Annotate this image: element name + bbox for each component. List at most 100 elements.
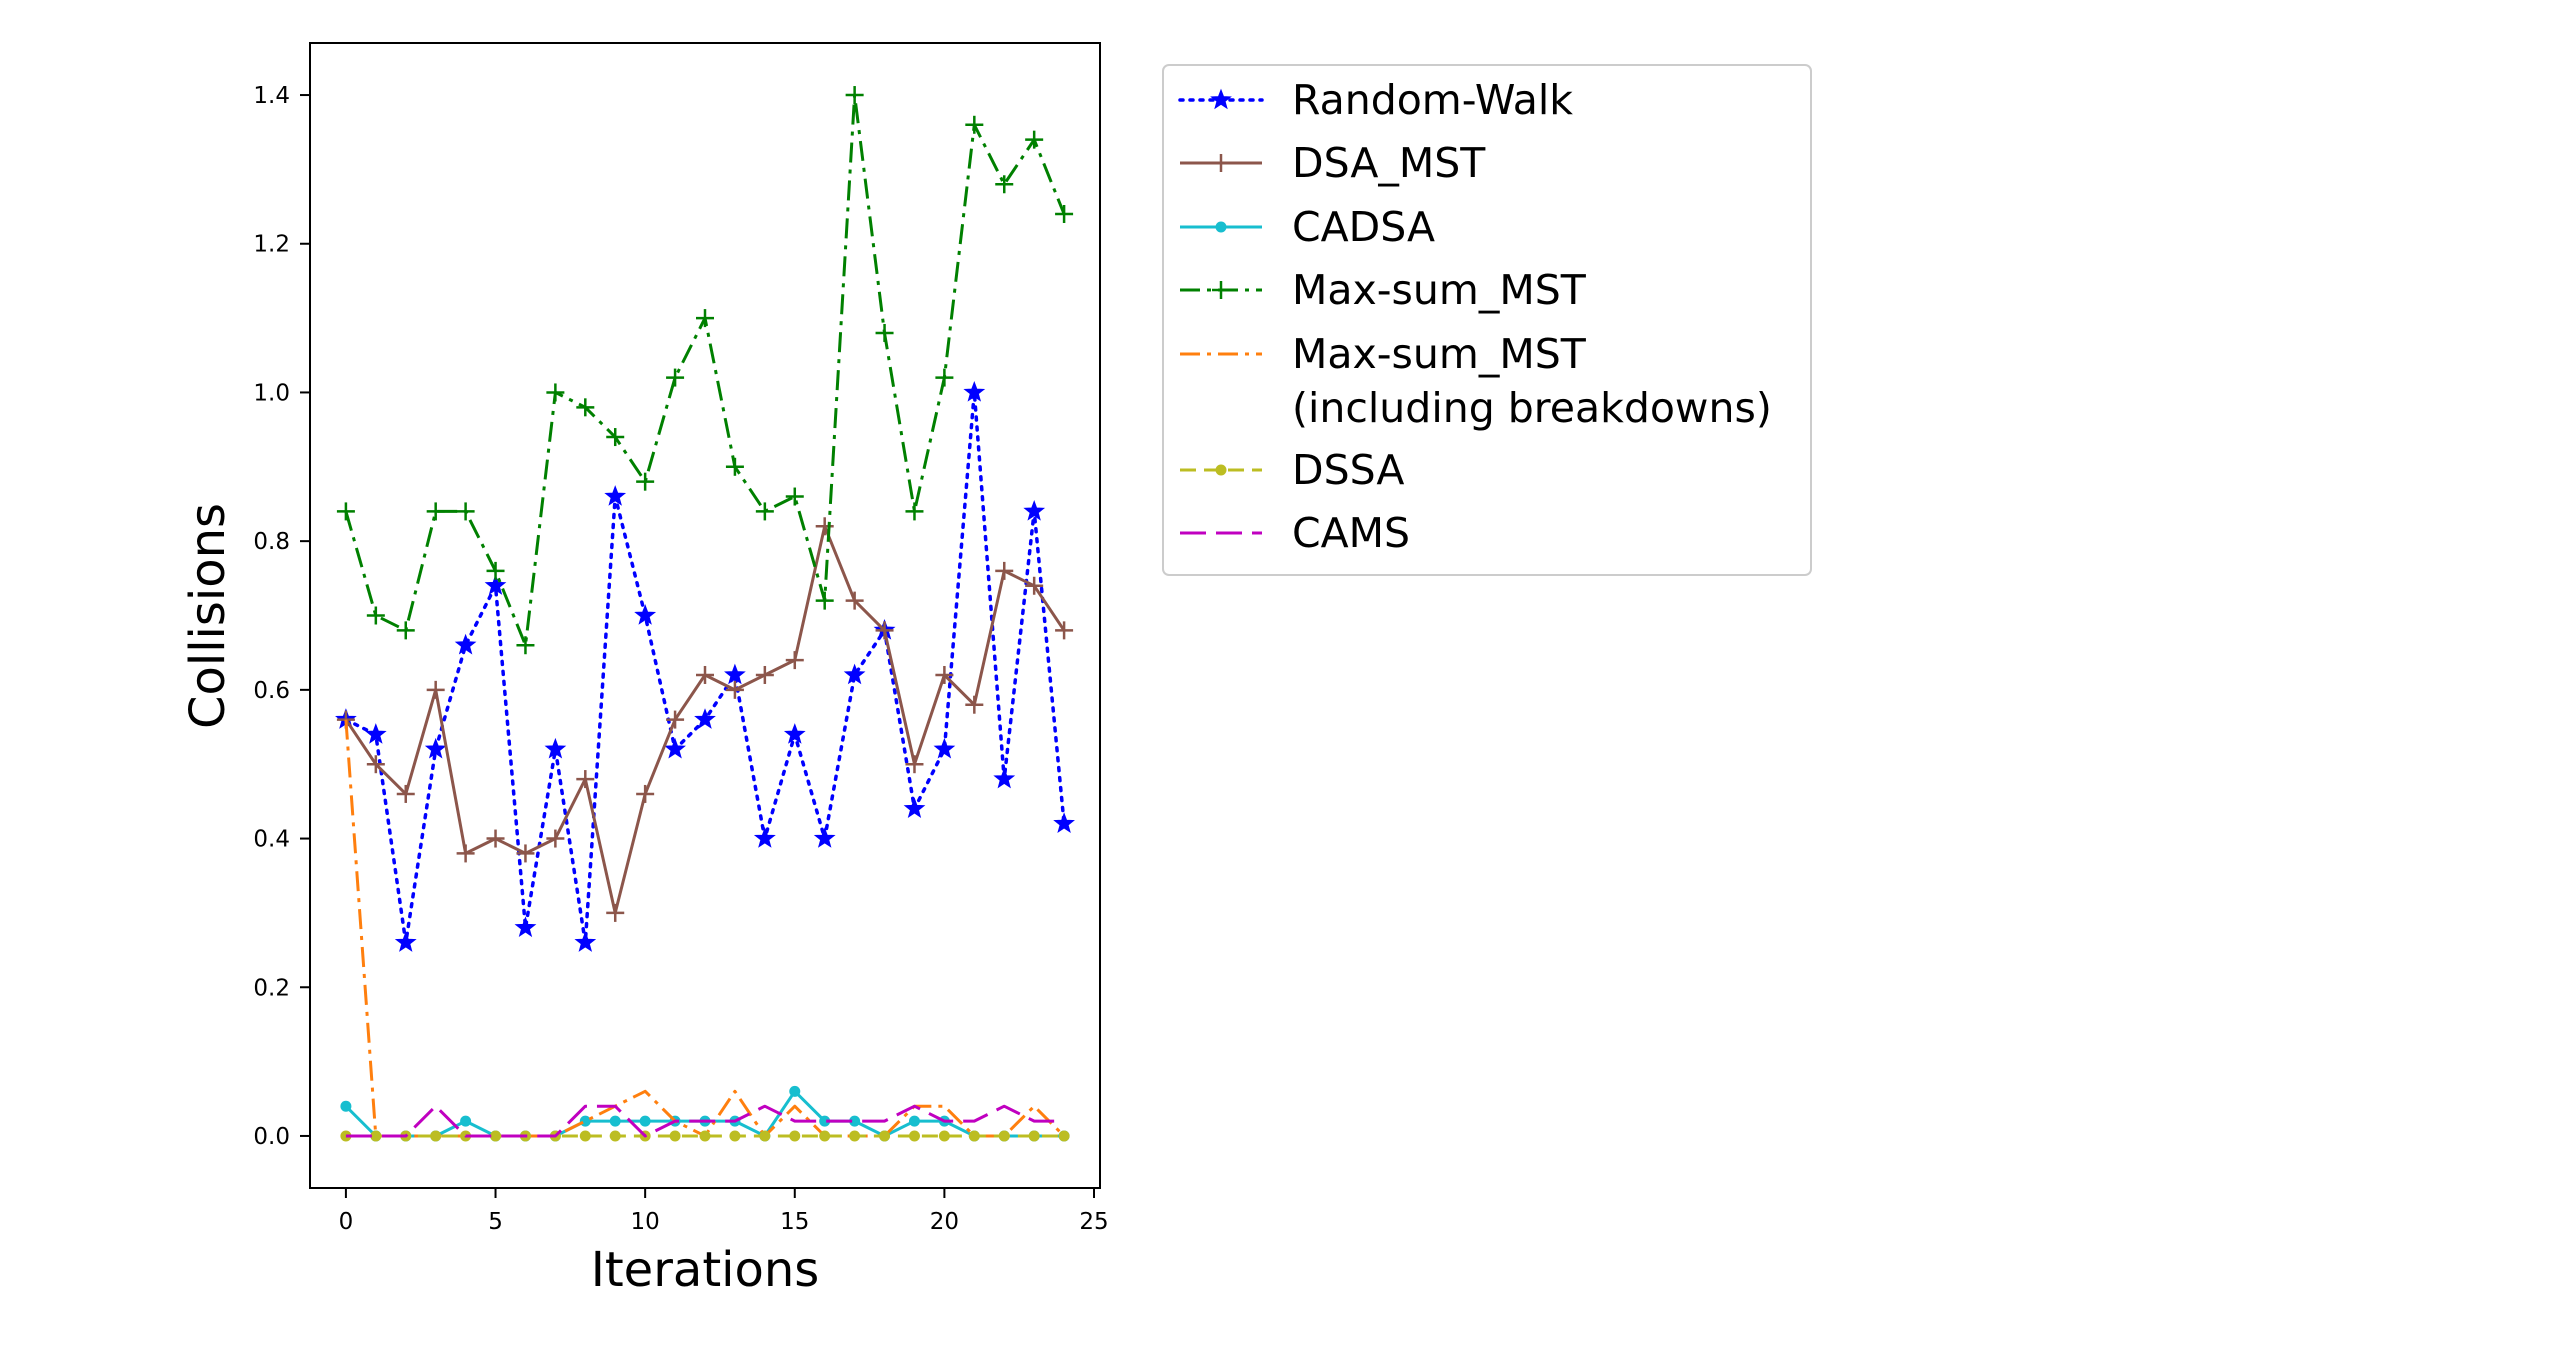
data-point xyxy=(905,502,924,521)
data-point xyxy=(935,368,954,387)
data-point xyxy=(908,1130,920,1142)
legend-entry-5: Max-sum_MST (including breakdowns) xyxy=(1180,330,1772,432)
data-point xyxy=(1023,499,1046,521)
y-tick-label: 0.6 xyxy=(253,678,290,704)
data-point xyxy=(456,502,475,521)
data-point xyxy=(486,829,505,848)
data-point xyxy=(366,606,385,625)
y-tick-label: 0.2 xyxy=(253,975,290,1001)
data-point xyxy=(370,1130,382,1142)
data-point xyxy=(995,175,1014,194)
data-point xyxy=(696,665,714,684)
y-tick-label: 1.2 xyxy=(253,232,290,258)
data-point xyxy=(819,1130,831,1142)
data-point xyxy=(905,755,924,774)
data-point xyxy=(486,561,505,580)
x-tick-label: 25 xyxy=(1079,1209,1108,1235)
y-tick-label: 0.4 xyxy=(253,827,290,853)
data-point xyxy=(845,86,864,105)
data-point xyxy=(1053,812,1075,833)
data-point xyxy=(1025,576,1044,595)
data-point xyxy=(843,663,866,685)
x-tick-label: 20 xyxy=(930,1209,959,1235)
data-point xyxy=(933,737,956,759)
data-point xyxy=(426,502,445,521)
data-point xyxy=(609,1130,621,1142)
legend-entry-3: CADSA xyxy=(1180,203,1435,251)
data-point xyxy=(460,1115,472,1127)
data-point xyxy=(694,708,716,729)
legend-label: DSA_MST xyxy=(1292,139,1486,187)
data-point xyxy=(819,1115,831,1127)
data-point xyxy=(755,502,774,521)
data-point xyxy=(396,621,415,640)
legend-label: DSSA xyxy=(1292,446,1404,494)
legend-entry-7: CAMS xyxy=(1180,509,1410,557)
data-point xyxy=(965,115,984,134)
data-point xyxy=(336,502,355,521)
data-point xyxy=(1055,621,1074,640)
plot-area xyxy=(335,86,1075,1142)
data-point xyxy=(639,1115,651,1127)
x-axis-title: Iterations xyxy=(591,1242,820,1298)
y-axis-title: Collisions xyxy=(180,503,236,729)
data-point xyxy=(789,1085,801,1097)
data-point xyxy=(998,1130,1010,1142)
legend: Random-WalkDSA_MSTCADSAMax-sum_MSTMax-su… xyxy=(1162,64,1812,576)
data-point xyxy=(725,457,744,476)
legend-label-line2: (including breakdowns) xyxy=(1292,384,1772,432)
data-point xyxy=(394,931,417,952)
data-point xyxy=(724,663,746,685)
legend-marker xyxy=(1215,464,1227,476)
data-point xyxy=(815,517,834,536)
data-point xyxy=(903,797,926,819)
data-point xyxy=(634,604,657,625)
data-point xyxy=(815,591,834,610)
x-tick-label: 15 xyxy=(780,1209,809,1235)
series-6 xyxy=(340,1130,1070,1142)
data-point xyxy=(454,633,477,655)
legend-entry-4: Max-sum_MST xyxy=(1180,266,1587,314)
data-point xyxy=(516,636,535,655)
legend-box xyxy=(1162,64,1812,576)
data-point xyxy=(1028,1130,1040,1142)
data-point xyxy=(785,487,804,506)
data-point xyxy=(576,770,595,789)
data-point xyxy=(993,767,1016,789)
data-point xyxy=(875,621,894,640)
legend-marker xyxy=(1212,154,1230,172)
data-point xyxy=(609,1115,621,1127)
data-point xyxy=(544,737,567,759)
data-point xyxy=(1025,130,1044,149)
data-point xyxy=(755,665,774,684)
data-point xyxy=(963,380,986,402)
y-tick-label: 0.8 xyxy=(253,529,290,555)
series-4 xyxy=(336,86,1074,655)
y-tick-label: 1.0 xyxy=(253,380,290,406)
legend-entry-6: DSSA xyxy=(1180,446,1404,494)
data-point xyxy=(424,737,447,759)
data-point xyxy=(579,1115,591,1127)
data-point xyxy=(666,368,685,387)
data-point xyxy=(785,651,804,670)
data-point xyxy=(696,309,714,328)
data-point xyxy=(456,844,475,863)
data-point xyxy=(1058,1130,1070,1142)
data-point xyxy=(574,931,597,952)
legend-label: Max-sum_MST xyxy=(1292,266,1587,314)
data-point xyxy=(759,1130,771,1142)
data-point xyxy=(938,1130,950,1142)
legend-entry-2: DSA_MST xyxy=(1180,139,1486,187)
data-point xyxy=(879,1130,891,1142)
data-point xyxy=(699,1130,711,1142)
data-point xyxy=(666,710,685,729)
data-point xyxy=(426,680,445,699)
data-point xyxy=(753,827,776,848)
data-point xyxy=(783,723,806,744)
data-point xyxy=(514,916,537,938)
x-tick-label: 0 xyxy=(339,1209,354,1235)
axes: 0 5 10 15 20 25 0.0 0.2 0.4 0.6 0.8 1.0 1.2 1.4 xyxy=(253,83,1108,1235)
series-2 xyxy=(336,517,1074,922)
data-point xyxy=(935,665,954,684)
